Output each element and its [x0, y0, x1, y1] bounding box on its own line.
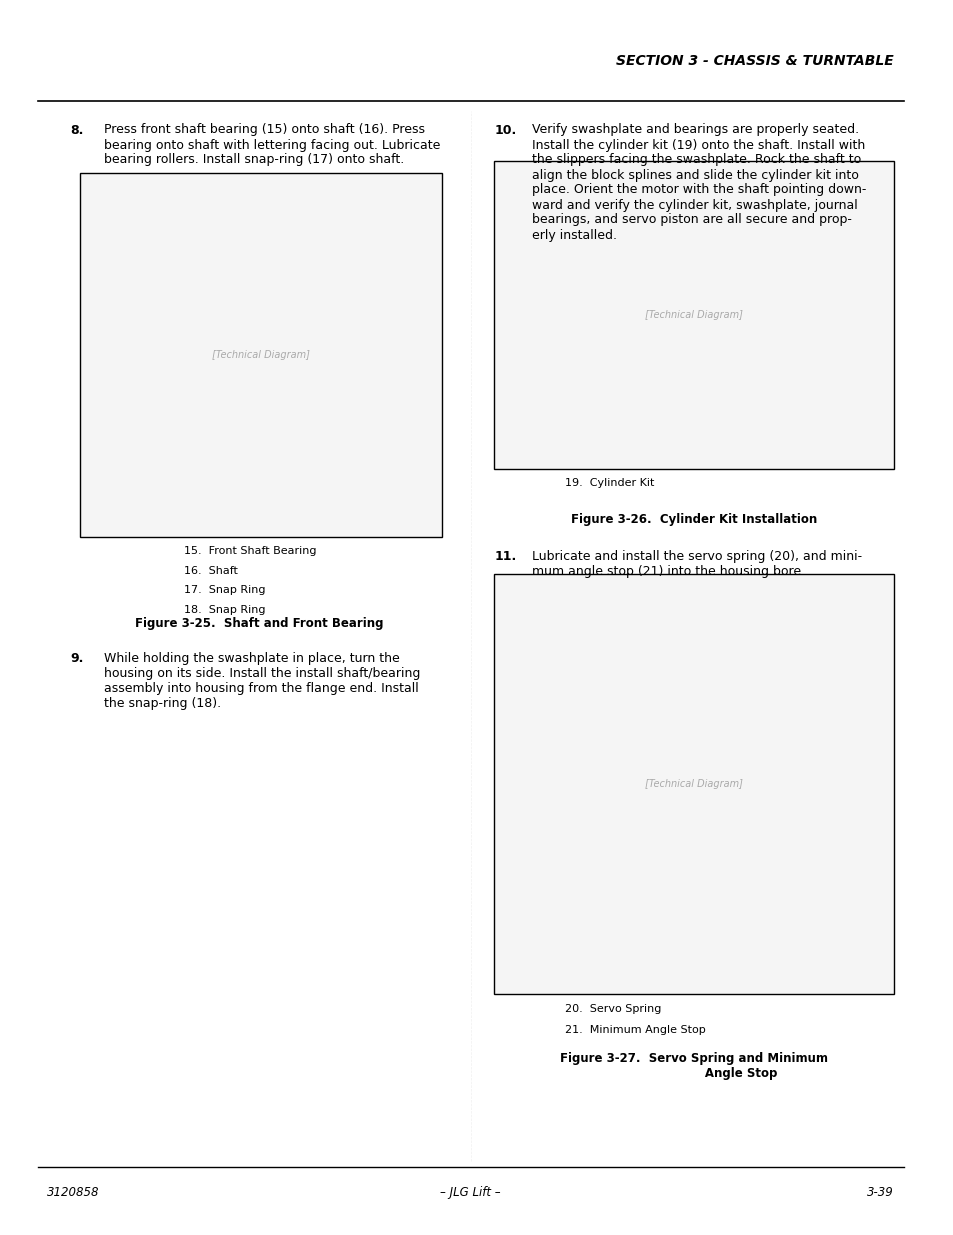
Text: [Technical Diagram]: [Technical Diagram]	[644, 779, 742, 789]
Text: 3120858: 3120858	[47, 1186, 99, 1199]
Text: 11.: 11.	[494, 550, 516, 563]
Bar	[494, 574, 893, 994]
Text: 18.  Snap Ring: 18. Snap Ring	[183, 605, 265, 615]
Text: 17.  Snap Ring: 17. Snap Ring	[183, 585, 265, 595]
Text: While holding the swashplate in place, turn the
housing on its side. Install the: While holding the swashplate in place, t…	[104, 652, 419, 710]
Text: [Technical Diagram]: [Technical Diagram]	[644, 310, 742, 320]
Text: 19.  Cylinder Kit: 19. Cylinder Kit	[564, 478, 654, 488]
Text: Verify swashplate and bearings are properly seated.
Install the cylinder kit (19: Verify swashplate and bearings are prope…	[531, 124, 865, 242]
Text: 21.  Minimum Angle Stop: 21. Minimum Angle Stop	[564, 1025, 705, 1035]
Text: 9.: 9.	[71, 652, 84, 666]
Bar	[80, 173, 442, 537]
Bar	[494, 161, 893, 469]
Text: Figure 3-26.  Cylinder Kit Installation: Figure 3-26. Cylinder Kit Installation	[570, 513, 816, 526]
Text: [Technical Diagram]: [Technical Diagram]	[212, 350, 310, 361]
Text: 15.  Front Shaft Bearing: 15. Front Shaft Bearing	[183, 546, 315, 556]
Text: 3-39: 3-39	[866, 1186, 893, 1199]
Text: 10.: 10.	[494, 124, 516, 137]
Text: 20.  Servo Spring: 20. Servo Spring	[564, 1004, 660, 1014]
Text: Figure 3-25.  Shaft and Front Bearing: Figure 3-25. Shaft and Front Bearing	[134, 618, 383, 631]
Text: Lubricate and install the servo spring (20), and mini-
mum angle stop (21) into : Lubricate and install the servo spring (…	[531, 550, 861, 578]
Text: 16.  Shaft: 16. Shaft	[183, 566, 237, 576]
Text: – JLG Lift –: – JLG Lift –	[440, 1186, 500, 1199]
Text: SECTION 3 - CHASSIS & TURNTABLE: SECTION 3 - CHASSIS & TURNTABLE	[616, 54, 893, 68]
Text: Figure 3-27.  Servo Spring and Minimum
                       Angle Stop: Figure 3-27. Servo Spring and Minimum An…	[559, 1052, 827, 1081]
Text: 8.: 8.	[71, 124, 84, 137]
Text: Press front shaft bearing (15) onto shaft (16). Press
bearing onto shaft with le: Press front shaft bearing (15) onto shaf…	[104, 124, 439, 167]
